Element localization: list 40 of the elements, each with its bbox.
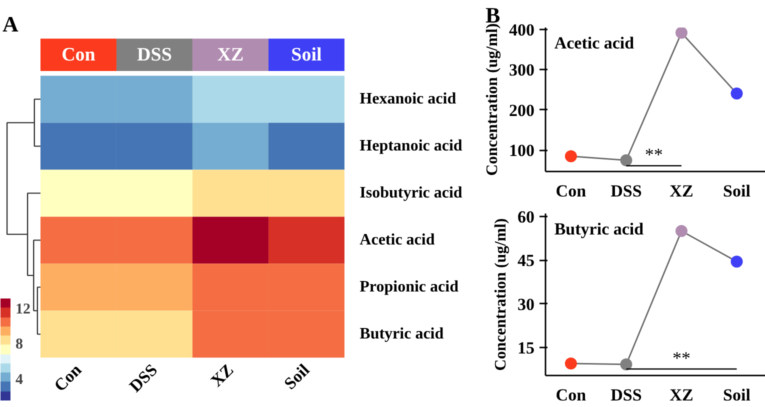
point xyxy=(620,358,632,370)
y-tick-label: 15 xyxy=(518,338,534,358)
y-tick-label: 100 xyxy=(509,141,534,160)
y-tick-label: Heptanoic acid xyxy=(360,138,462,155)
y-tick-label: 60 xyxy=(518,207,534,226)
y-tick-label: 400 xyxy=(509,20,534,40)
color-bar-label: 12 xyxy=(16,301,30,318)
x-tick-label: Soil xyxy=(291,44,322,66)
point xyxy=(730,256,743,268)
x-tick-label: XZ xyxy=(670,386,694,404)
x-tick-label: DSS xyxy=(610,386,642,404)
x-tick-label: XZ xyxy=(670,182,694,200)
y-tick-label: 30 xyxy=(518,294,534,314)
annotation: ** xyxy=(644,144,663,165)
x-tick-label: DSS xyxy=(610,182,642,200)
x-tick-label: Con xyxy=(556,386,587,404)
x-tick-label: Soil xyxy=(723,386,751,404)
y-tick-label: Butyric acid xyxy=(360,326,444,343)
y-tick-label: Propionic acid xyxy=(360,278,459,296)
x-tick-label: XZ xyxy=(217,44,244,66)
annotation: ** xyxy=(672,348,690,368)
y-tick-label: Isobutyric acid xyxy=(360,184,462,202)
x-tick-label: Con xyxy=(62,44,96,66)
point xyxy=(564,358,577,370)
x-tick-label: DSS xyxy=(137,44,172,66)
y-tick-label: Hexanoic acid xyxy=(360,90,456,108)
y-tick-label: 300 xyxy=(509,60,534,80)
y-tick-label: 200 xyxy=(509,100,534,120)
y-axis-title: Concentration (ug/ml) xyxy=(484,23,501,176)
chart-title: Butyric acid xyxy=(554,220,644,238)
y-tick-label: 45 xyxy=(518,251,534,270)
chart-title: Acetic acid xyxy=(554,34,635,52)
y-axis-title: Concentration (ug/ml) xyxy=(492,218,510,371)
color-bar-label: 4 xyxy=(16,372,24,388)
x-tick-label: Soil xyxy=(723,182,751,200)
color-bar-label: 8 xyxy=(16,336,23,353)
x-tick-label: Con xyxy=(556,182,587,200)
y-tick-label: Acetic acid xyxy=(360,232,435,249)
text: A xyxy=(2,12,18,36)
point xyxy=(675,224,688,237)
